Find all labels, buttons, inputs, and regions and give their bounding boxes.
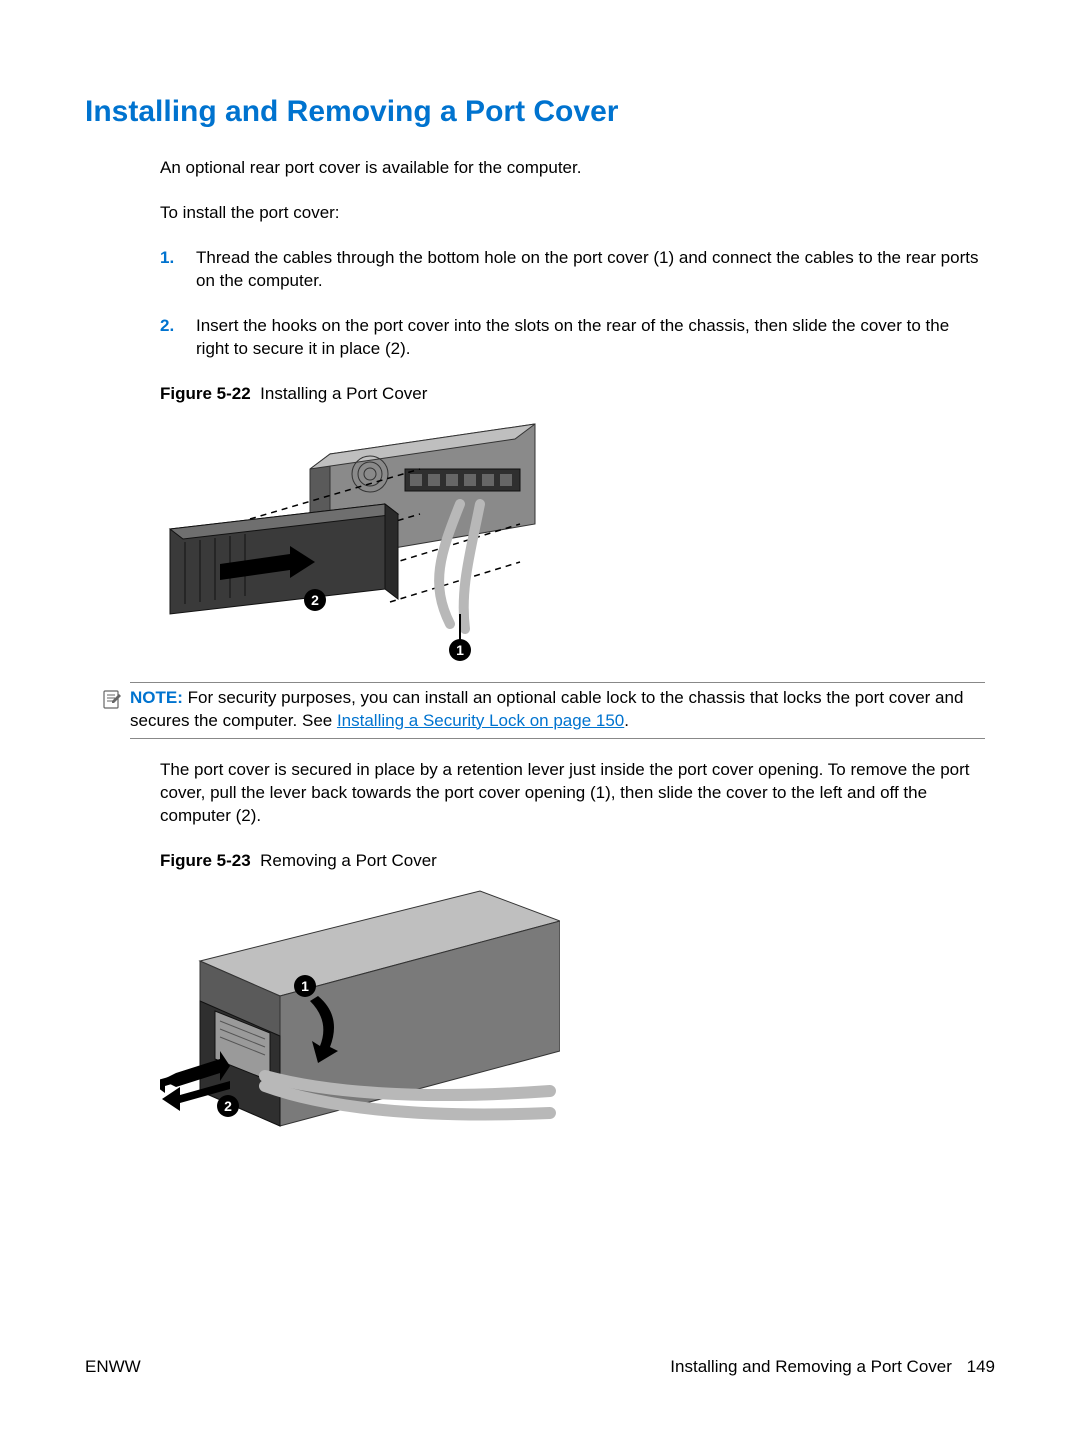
figure-22-text: Installing a Port Cover (260, 384, 427, 403)
body-block-2: The port cover is secured in place by a … (160, 759, 985, 1151)
page: Installing and Removing a Port Cover An … (0, 0, 1080, 1437)
footer-right: Installing and Removing a Port Cover 149 (670, 1357, 995, 1377)
body-block: An optional rear port cover is available… (160, 157, 985, 664)
intro-paragraph-2: To install the port cover: (160, 202, 985, 225)
note-link[interactable]: Installing a Security Lock on page 150 (337, 711, 624, 730)
install-step-1: Thread the cables through the bottom hol… (160, 247, 985, 293)
footer-section-title: Installing and Removing a Port Cover (670, 1357, 952, 1376)
note-label: NOTE: (130, 688, 183, 707)
svg-text:1: 1 (301, 978, 309, 994)
footer-left: ENWW (85, 1357, 141, 1377)
install-step-2: Insert the hooks on the port cover into … (160, 315, 985, 361)
page-footer: ENWW Installing and Removing a Port Cove… (85, 1357, 995, 1377)
intro-paragraph-1: An optional rear port cover is available… (160, 157, 985, 180)
svg-text:2: 2 (311, 592, 319, 608)
figure-23-image: 1 2 (160, 881, 560, 1151)
remove-paragraph: The port cover is secured in place by a … (160, 759, 985, 828)
note-text-after: . (624, 711, 629, 730)
figure-22-caption: Figure 5-22 Installing a Port Cover (160, 383, 985, 406)
page-heading: Installing and Removing a Port Cover (85, 95, 995, 129)
note-box: NOTE: For security purposes, you can ins… (130, 682, 985, 740)
figure-23-text: Removing a Port Cover (260, 851, 437, 870)
svg-text:1: 1 (456, 642, 464, 658)
install-steps-list: Thread the cables through the bottom hol… (160, 247, 985, 361)
figure-23-label: Figure 5-23 (160, 851, 251, 870)
svg-text:2: 2 (224, 1098, 232, 1114)
footer-page-number: 149 (967, 1357, 995, 1376)
note-icon (102, 689, 122, 709)
figure-23-caption: Figure 5-23 Removing a Port Cover (160, 850, 985, 873)
figure-22-label: Figure 5-22 (160, 384, 251, 403)
figure-22-image: 2 1 (160, 414, 560, 664)
